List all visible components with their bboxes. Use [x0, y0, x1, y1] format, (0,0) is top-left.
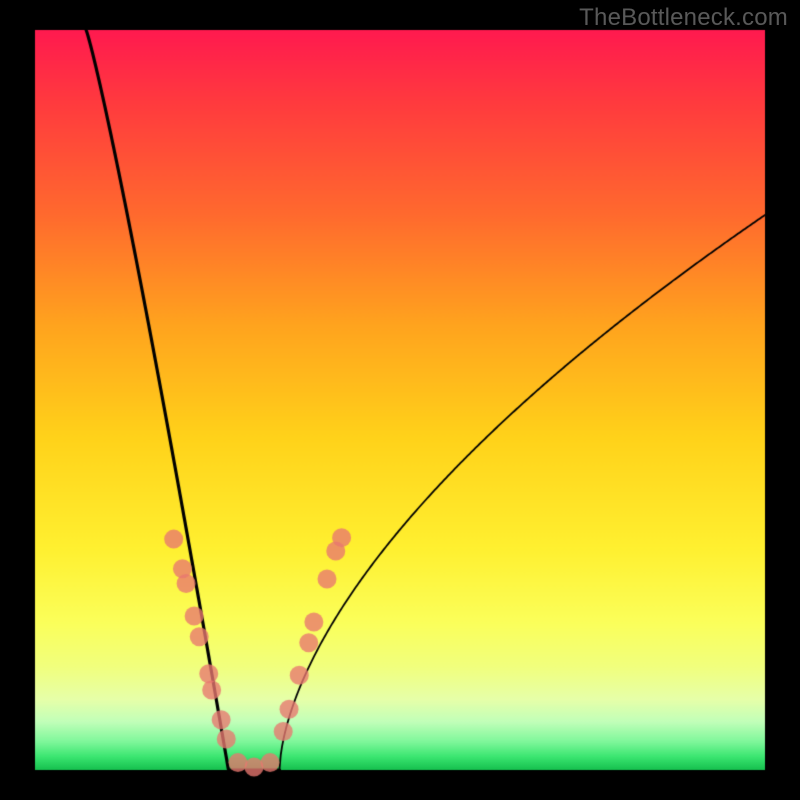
bottleneck-curve-layer — [0, 0, 800, 800]
watermark-text: TheBottleneck.com — [579, 4, 788, 32]
chart-root: TheBottleneck.com — [0, 0, 800, 800]
